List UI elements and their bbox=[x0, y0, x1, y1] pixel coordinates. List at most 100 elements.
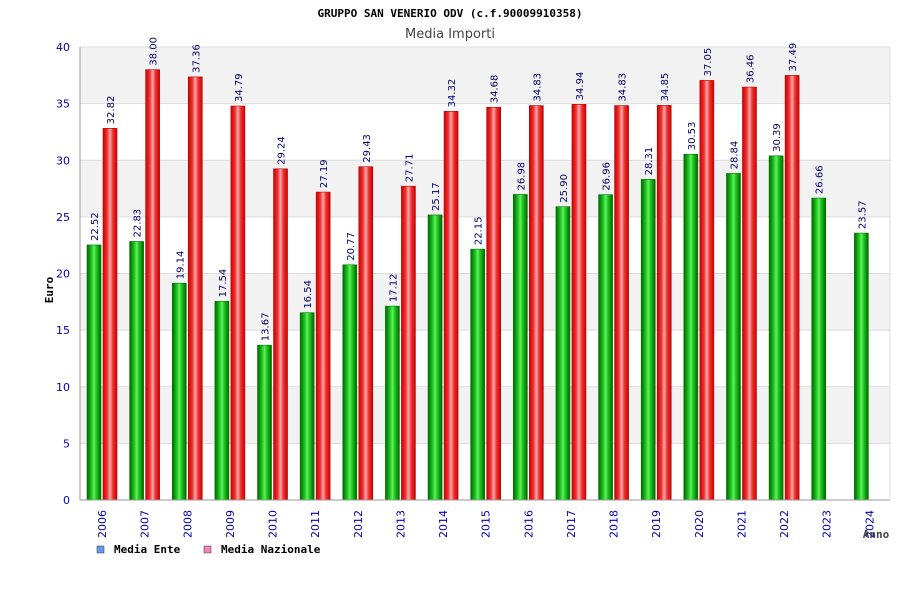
y-tick-label: 25 bbox=[56, 211, 70, 224]
bar-media-ente-2007 bbox=[129, 241, 144, 501]
data-label-media-nazionale-2016: 34.83 bbox=[532, 73, 543, 102]
data-label-media-ente-2013: 17.12 bbox=[388, 273, 399, 302]
bar-media-ente-2019 bbox=[640, 179, 656, 501]
legend-swatch-media-nazionale bbox=[203, 545, 212, 554]
data-label-media-ente-2017: 25.90 bbox=[559, 174, 570, 203]
x-tick-label-2015: 2015 bbox=[480, 510, 493, 538]
data-label-media-ente-2008: 19.14 bbox=[175, 251, 186, 280]
x-tick-label-2019: 2019 bbox=[650, 510, 663, 538]
data-label-media-ente-2018: 26.96 bbox=[602, 162, 613, 191]
x-tick-label-2007: 2007 bbox=[139, 510, 152, 538]
bar-media-ente-2006 bbox=[86, 244, 102, 501]
bar-media-ente-2014 bbox=[427, 214, 443, 501]
x-tick-label-2009: 2009 bbox=[224, 510, 237, 538]
data-label-media-nazionale-2010: 29.24 bbox=[277, 136, 288, 165]
y-tick-label: 10 bbox=[56, 381, 70, 394]
bar-media-nazionale-2007 bbox=[145, 69, 160, 501]
data-label-media-nazionale-2022: 37.49 bbox=[788, 43, 799, 72]
bar-media-ente-2018 bbox=[598, 194, 613, 501]
y-tick-label: 20 bbox=[56, 268, 70, 281]
data-label-media-nazionale-2011: 27.19 bbox=[319, 159, 330, 188]
x-tick-label-2014: 2014 bbox=[437, 510, 450, 538]
y-axis-label: Euro bbox=[43, 276, 56, 303]
bar-media-nazionale-2020 bbox=[699, 80, 715, 501]
data-label-media-ente-2024: 23.57 bbox=[857, 200, 868, 229]
x-tick-label-2011: 2011 bbox=[309, 510, 322, 538]
data-label-media-ente-2010: 13.67 bbox=[261, 313, 272, 342]
bar-media-nazionale-2012 bbox=[358, 166, 374, 501]
legend-label-media-ente: Media Ente bbox=[114, 543, 181, 556]
data-label-media-ente-2019: 28.31 bbox=[644, 147, 655, 176]
data-label-media-nazionale-2020: 37.05 bbox=[703, 48, 714, 77]
bar-media-ente-2008 bbox=[171, 282, 187, 501]
data-label-media-nazionale-2007: 38.00 bbox=[149, 37, 160, 66]
data-label-media-nazionale-2006: 32.82 bbox=[106, 96, 117, 125]
bar-media-ente-2020 bbox=[683, 153, 699, 501]
y-tick-label: 30 bbox=[56, 154, 70, 167]
y-tick-label: 35 bbox=[56, 98, 70, 111]
bar-media-nazionale-2017 bbox=[571, 104, 587, 501]
x-tick-label-2024: 2024 bbox=[863, 510, 876, 538]
data-label-media-nazionale-2014: 34.32 bbox=[447, 79, 458, 108]
bar-media-nazionale-2009 bbox=[230, 105, 246, 501]
data-label-media-nazionale-2019: 34.85 bbox=[660, 73, 671, 102]
y-tick-label: 15 bbox=[56, 324, 70, 337]
data-label-media-ente-2009: 17.54 bbox=[218, 269, 229, 298]
x-tick-label-2010: 2010 bbox=[267, 510, 280, 538]
data-label-media-ente-2011: 16.54 bbox=[303, 280, 314, 309]
legend: Media Ente Media Nazionale bbox=[96, 543, 321, 556]
data-label-media-nazionale-2012: 29.43 bbox=[362, 134, 373, 163]
data-label-media-nazionale-2013: 27.71 bbox=[404, 154, 415, 183]
data-label-media-nazionale-2018: 34.83 bbox=[618, 73, 629, 102]
x-tick-label-2008: 2008 bbox=[181, 510, 194, 538]
x-tick-label-2023: 2023 bbox=[821, 510, 834, 538]
x-tick-label-2012: 2012 bbox=[352, 510, 365, 538]
data-label-media-ente-2007: 22.83 bbox=[133, 209, 144, 238]
bar-media-nazionale-2008 bbox=[187, 76, 203, 501]
bar-media-ente-2015 bbox=[470, 248, 485, 501]
x-tick-label-2018: 2018 bbox=[608, 510, 621, 538]
data-label-media-ente-2021: 28.84 bbox=[729, 141, 740, 170]
x-tick-label-2006: 2006 bbox=[96, 510, 109, 538]
bars: 22.52 32.82 22.83 38.00 19.14 37.36 17.54 34.79… bbox=[86, 37, 869, 501]
bar-media-ente-2010 bbox=[257, 344, 272, 501]
bar-media-ente-2024 bbox=[854, 232, 869, 501]
y-tick-label: 5 bbox=[63, 437, 70, 450]
x-tick-label-2017: 2017 bbox=[565, 510, 578, 538]
legend-swatch-media-ente bbox=[96, 545, 105, 554]
x-tick-label-2021: 2021 bbox=[735, 510, 748, 538]
data-label-media-nazionale-2017: 34.94 bbox=[575, 72, 586, 101]
bar-media-nazionale-2016 bbox=[529, 105, 544, 501]
data-label-media-ente-2014: 25.17 bbox=[431, 182, 442, 211]
bar-media-ente-2022 bbox=[768, 155, 784, 501]
bar-media-nazionale-2014 bbox=[443, 111, 459, 501]
x-tick-label-2020: 2020 bbox=[693, 510, 706, 538]
bar-media-nazionale-2006 bbox=[102, 128, 118, 501]
bar-media-ente-2016 bbox=[513, 194, 528, 501]
bar-media-nazionale-2010 bbox=[273, 168, 288, 501]
bar-media-nazionale-2013 bbox=[401, 185, 416, 501]
x-tick-label-2022: 2022 bbox=[778, 510, 791, 538]
bar-media-nazionale-2015 bbox=[486, 106, 501, 501]
bar-media-nazionale-2022 bbox=[784, 75, 800, 501]
bar-media-ente-2012 bbox=[342, 264, 358, 501]
data-label-media-nazionale-2021: 36.46 bbox=[745, 54, 756, 83]
data-label-media-ente-2015: 22.15 bbox=[474, 217, 485, 246]
bar-media-ente-2013 bbox=[385, 305, 400, 501]
chart-title: GRUPPO SAN VENERIO ODV (c.f.90009910358) bbox=[318, 7, 583, 20]
bar-media-ente-2011 bbox=[299, 312, 315, 501]
bar-media-nazionale-2018 bbox=[614, 105, 629, 501]
bar-media-ente-2017 bbox=[555, 206, 571, 501]
data-label-media-nazionale-2008: 37.36 bbox=[191, 44, 202, 73]
chart-subtitle: Media Importi bbox=[405, 27, 495, 42]
data-label-media-ente-2020: 30.53 bbox=[687, 122, 698, 151]
bar-media-nazionale-2011 bbox=[315, 191, 331, 501]
bar-media-nazionale-2019 bbox=[656, 105, 672, 501]
y-tick-label: 40 bbox=[56, 41, 70, 54]
data-label-media-ente-2006: 22.52 bbox=[90, 212, 101, 241]
bar-media-nazionale-2021 bbox=[742, 86, 757, 501]
x-tick-label-2016: 2016 bbox=[522, 510, 535, 538]
x-axis-label: Anno bbox=[863, 528, 890, 541]
data-label-media-nazionale-2015: 34.68 bbox=[490, 75, 501, 104]
